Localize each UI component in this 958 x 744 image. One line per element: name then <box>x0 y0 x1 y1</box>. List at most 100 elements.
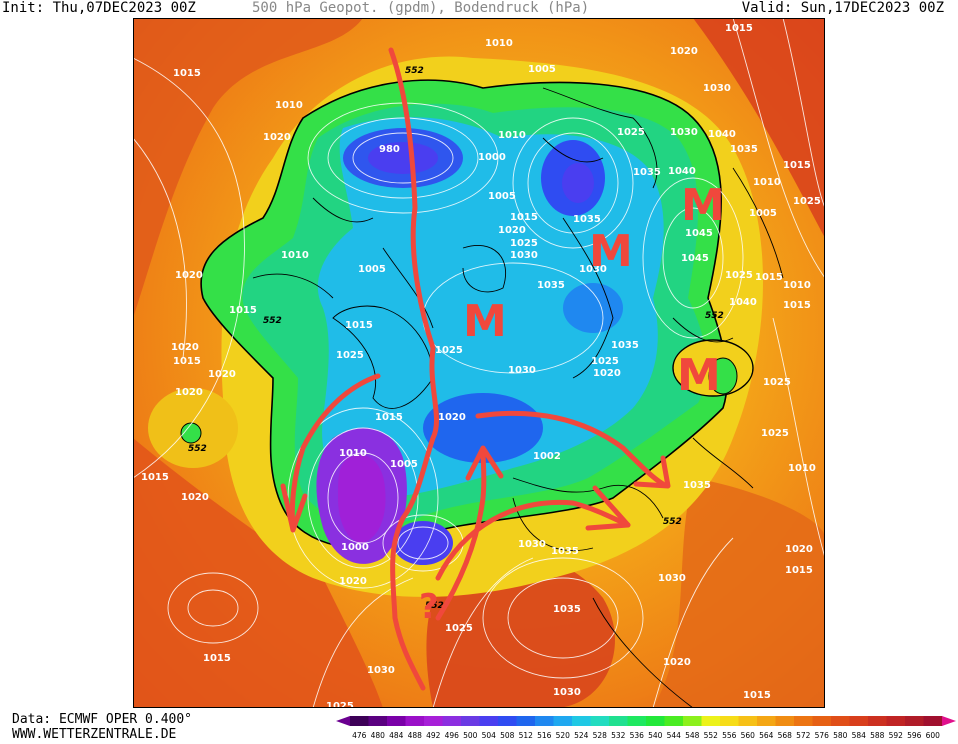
isobar-label: 1020 <box>171 342 199 353</box>
low-core-east <box>563 283 623 333</box>
isobar-label: 1020 <box>438 412 466 423</box>
isobar-label: 1015 <box>510 212 538 223</box>
isobar-label: 1030 <box>670 127 698 138</box>
colorbar-tick-label: 496 <box>445 731 460 740</box>
isobar-label: 1002 <box>533 451 561 462</box>
isobar-label: 1035 <box>633 167 661 178</box>
colorbar-swatch <box>516 716 536 726</box>
isobar-label: 1015 <box>785 565 813 576</box>
map-svg: 1010 1005 1015 1020 1010 1030 1015 980 1… <box>133 18 825 708</box>
isobar-label: 1030 <box>658 573 686 584</box>
colorbar-swatch <box>757 716 776 726</box>
website-link[interactable]: WWW.WETTERZENTRALE.DE <box>12 727 177 742</box>
colorbar-tick-label: 556 <box>722 731 737 740</box>
isobar-label: 1040 <box>708 129 736 140</box>
arrow-southeast-head <box>585 485 631 531</box>
isobar-label: 1025 <box>617 127 645 138</box>
colorbar-swatch <box>553 716 573 726</box>
isobar-label: 1035 <box>553 604 581 615</box>
colorbar-swatch <box>886 716 906 726</box>
low-core-north-center <box>368 142 438 174</box>
colorbar-swatch <box>646 716 665 726</box>
coastlines <box>252 87 784 708</box>
colorbar-tick-label: 560 <box>741 731 756 740</box>
colorbar-tick-label: 548 <box>685 731 700 740</box>
isobar-label: 1015 <box>203 653 231 664</box>
colorbar-arrow-right <box>942 716 956 726</box>
annotation-text: M M M M ? <box>419 180 725 627</box>
contour-552-label: 552 <box>188 444 207 454</box>
isobar-label: 1020 <box>593 368 621 379</box>
chart-title: 500 hPa Geopot. (gpdm), Bodendruck (hPa) <box>252 0 590 16</box>
warm-region-se <box>653 478 825 708</box>
colorbar-tick-label: 520 <box>556 731 571 740</box>
isobar-label: 1030 <box>508 365 536 376</box>
colorbar-tick-label: 568 <box>778 731 793 740</box>
colorbar-swatch <box>350 716 369 726</box>
isobar-label: 1025 <box>725 270 753 281</box>
isobar-label: 1010 <box>498 130 526 141</box>
colorbar-tick-label: 508 <box>500 731 515 740</box>
isobar-label: 1025 <box>591 356 619 367</box>
isobar-label: 1015 <box>783 300 811 311</box>
colorbar-swatch <box>775 716 795 726</box>
colorbar-swatch <box>368 716 388 726</box>
isobar-label: 1020 <box>208 369 236 380</box>
colorbar-svg: 476 480 484 488 492 496 500 504 508 512 516 520 524 5… <box>336 716 956 740</box>
colorbar-tick-label: 588 <box>870 731 885 740</box>
low-core-south <box>393 521 453 565</box>
block-label-m: M <box>681 180 725 231</box>
colorbar-swatch <box>590 716 610 726</box>
arrow-west-curve <box>289 373 381 531</box>
arrow-north-head <box>465 445 504 481</box>
isobar-label: 1010 <box>281 250 309 261</box>
colorbar-tick-label: 532 <box>611 731 626 740</box>
contour-552-label: 552 <box>405 66 424 76</box>
colorbar-tick-label: 596 <box>907 731 922 740</box>
isobar-label: 1010 <box>275 100 303 111</box>
isobar-label: 1020 <box>785 544 813 555</box>
isobar-label: 1015 <box>783 160 811 171</box>
isobar-label: 1030 <box>553 687 581 698</box>
colorbar-tick-label: 576 <box>815 731 830 740</box>
isobar-label: 1005 <box>528 64 556 75</box>
colorbar-tick-label: 500 <box>463 731 478 740</box>
arrow-west-head <box>280 483 308 533</box>
colorbar-tick-label: 584 <box>852 731 867 740</box>
isobar-label: 1020 <box>663 657 691 668</box>
colorbar-swatch <box>738 716 758 726</box>
arrow-east-head <box>633 455 671 489</box>
colorbar-swatch <box>868 716 887 726</box>
contour-552-label: 552 <box>425 601 444 611</box>
isobar-label: 1030 <box>518 539 546 550</box>
isobar-label: 1015 <box>743 690 771 701</box>
isobar-label: 1005 <box>390 459 418 470</box>
isobar-labels: 1010 1005 1015 1020 1010 1030 1015 980 1… <box>141 23 821 708</box>
colorbar-swatch <box>849 716 869 726</box>
warm-region-nw <box>133 18 363 318</box>
trough-purple-inner <box>338 454 386 543</box>
isobar-label: 1035 <box>573 214 601 225</box>
colorbar-swatch <box>609 716 628 726</box>
colorbar-tick-label: 564 <box>759 731 774 740</box>
annotations <box>280 47 671 691</box>
isobar-label: 1025 <box>326 701 354 708</box>
isobar-label: 1010 <box>788 463 816 474</box>
isobar-label: 1020 <box>498 225 526 236</box>
isobar-label: 1025 <box>445 623 473 634</box>
isobar-label: 1015 <box>229 305 257 316</box>
colorbar-swatch <box>812 716 832 726</box>
isobar-label: 1010 <box>753 177 781 188</box>
colorbar-swatch <box>664 716 684 726</box>
valid-time: Valid: Sun,17DEC2023 00Z <box>741 0 944 16</box>
colorbar-swatch <box>479 716 499 726</box>
colorbar-swatch <box>405 716 425 726</box>
isobar-label: 1005 <box>749 208 777 219</box>
isobar-label: 1000 <box>478 152 506 163</box>
colorbar-tick-label: 480 <box>371 731 386 740</box>
isobar-label: 1040 <box>729 297 757 308</box>
data-source: Data: ECMWF OPER 0.400° <box>12 712 193 727</box>
isobar-label: 1025 <box>763 377 791 388</box>
isobar-label: 1020 <box>339 576 367 587</box>
colorbar-swatch <box>683 716 702 726</box>
